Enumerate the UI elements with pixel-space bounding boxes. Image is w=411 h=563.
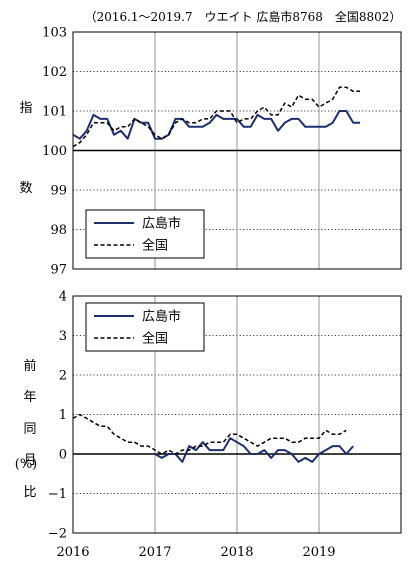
series-line-hiroshima: [72, 110, 360, 140]
legend-label: 全国: [142, 331, 168, 347]
y-axis-label-char: 指: [19, 101, 32, 116]
legend-label: 広島市: [142, 309, 181, 325]
legend-box: [85, 302, 205, 352]
y-axis-label-char: 前: [23, 358, 36, 374]
series-line-national: [72, 86, 360, 148]
x-tick-label: 2017: [138, 545, 171, 560]
y-tick-label: 3: [59, 329, 67, 344]
y-tick-label: 99: [50, 184, 67, 199]
legend-box: [85, 209, 205, 259]
y-tick-label: 2: [59, 369, 67, 384]
y-tick-label: 0: [59, 448, 67, 463]
y-tick-label: 4: [59, 290, 67, 305]
y-axis-label-char: 比: [23, 485, 36, 500]
x-tick-label: 2019: [302, 545, 335, 560]
y-tick-label: 98: [50, 223, 67, 238]
y-tick-label: 1: [59, 408, 67, 423]
y-axis-label-char: 同: [23, 422, 36, 437]
plot-frame: [72, 295, 402, 534]
y-tick-label: 97: [50, 263, 67, 278]
x-tick-label: 2016: [56, 545, 89, 560]
series-line-hiroshima: [154, 437, 354, 463]
y-tick-label: 100: [42, 144, 67, 159]
y-tick-label: 102: [42, 65, 67, 80]
y-tick-label: −1: [48, 487, 67, 502]
y-axis-label-char: 年: [23, 390, 36, 405]
legend-label: 全国: [142, 238, 168, 254]
x-tick-label: 2018: [220, 545, 253, 560]
y-axis-label-char: 数: [19, 181, 32, 196]
chart-subtitle: （2016.1～2019.7 ウエイト 広島市8768 全国8802）: [85, 9, 402, 24]
series-line-national: [72, 413, 347, 455]
y-tick-label: 103: [42, 26, 67, 41]
y-tick-label: −2: [48, 527, 67, 542]
y-axis-unit-label: (%): [15, 457, 38, 472]
y-axis-label-char: 月: [23, 453, 36, 468]
y-tick-label: 101: [42, 105, 67, 120]
legend-label: 広島市: [142, 216, 181, 232]
x-axis-year-labels: 2016 2017 2018 2019: [56, 545, 335, 560]
